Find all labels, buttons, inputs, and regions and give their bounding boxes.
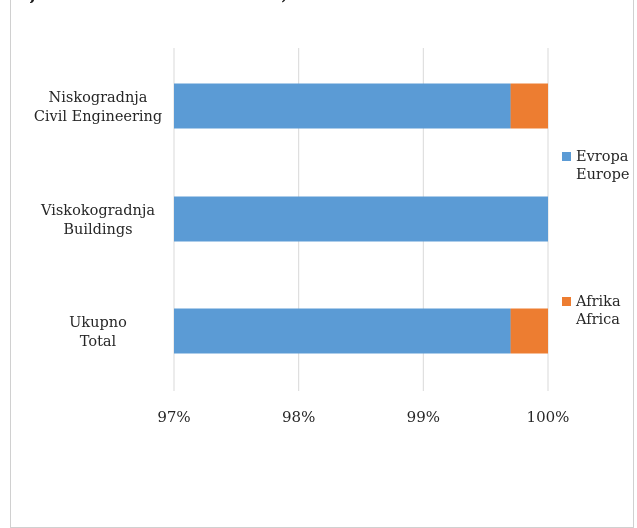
legend-label-line: Afrika bbox=[575, 294, 621, 310]
legend-swatch bbox=[562, 297, 571, 306]
category-label-line: Total bbox=[80, 334, 117, 350]
bar-segment bbox=[174, 196, 548, 242]
category-label-line: Civil Engineering bbox=[34, 109, 162, 125]
legend-label-line: Africa bbox=[575, 312, 620, 328]
chart-title: JANUARY – DECEMBER 2022, % SHARE bbox=[30, 0, 630, 8]
legend-label-line: Evropa bbox=[576, 149, 629, 165]
bar-segment bbox=[174, 83, 511, 129]
category-label: Ukupno Total bbox=[69, 315, 127, 350]
x-tick-label: 97% bbox=[157, 408, 190, 426]
bar-segment bbox=[174, 308, 511, 354]
bar-segment bbox=[510, 83, 548, 129]
category-label-line: Viskokogradnja bbox=[40, 203, 155, 219]
category-label-line: Buildings bbox=[63, 222, 132, 238]
x-tick-label: 98% bbox=[282, 408, 315, 426]
legend-label-line: Europe bbox=[576, 167, 629, 183]
legend-swatch bbox=[562, 152, 571, 161]
x-tick-label: 100% bbox=[527, 408, 570, 426]
x-tick-label: 99% bbox=[407, 408, 440, 426]
category-label-line: Niskogradnja bbox=[49, 90, 148, 106]
bar-segment bbox=[510, 308, 548, 354]
category-label: Viskokogradnja Buildings bbox=[40, 203, 155, 238]
legend-label: Afrika Africa bbox=[575, 294, 621, 328]
category-label-line: Ukupno bbox=[69, 315, 127, 331]
category-label: Niskogradnja Civil Engineering bbox=[34, 90, 162, 125]
legend-label: Evropa Europe bbox=[576, 149, 629, 183]
